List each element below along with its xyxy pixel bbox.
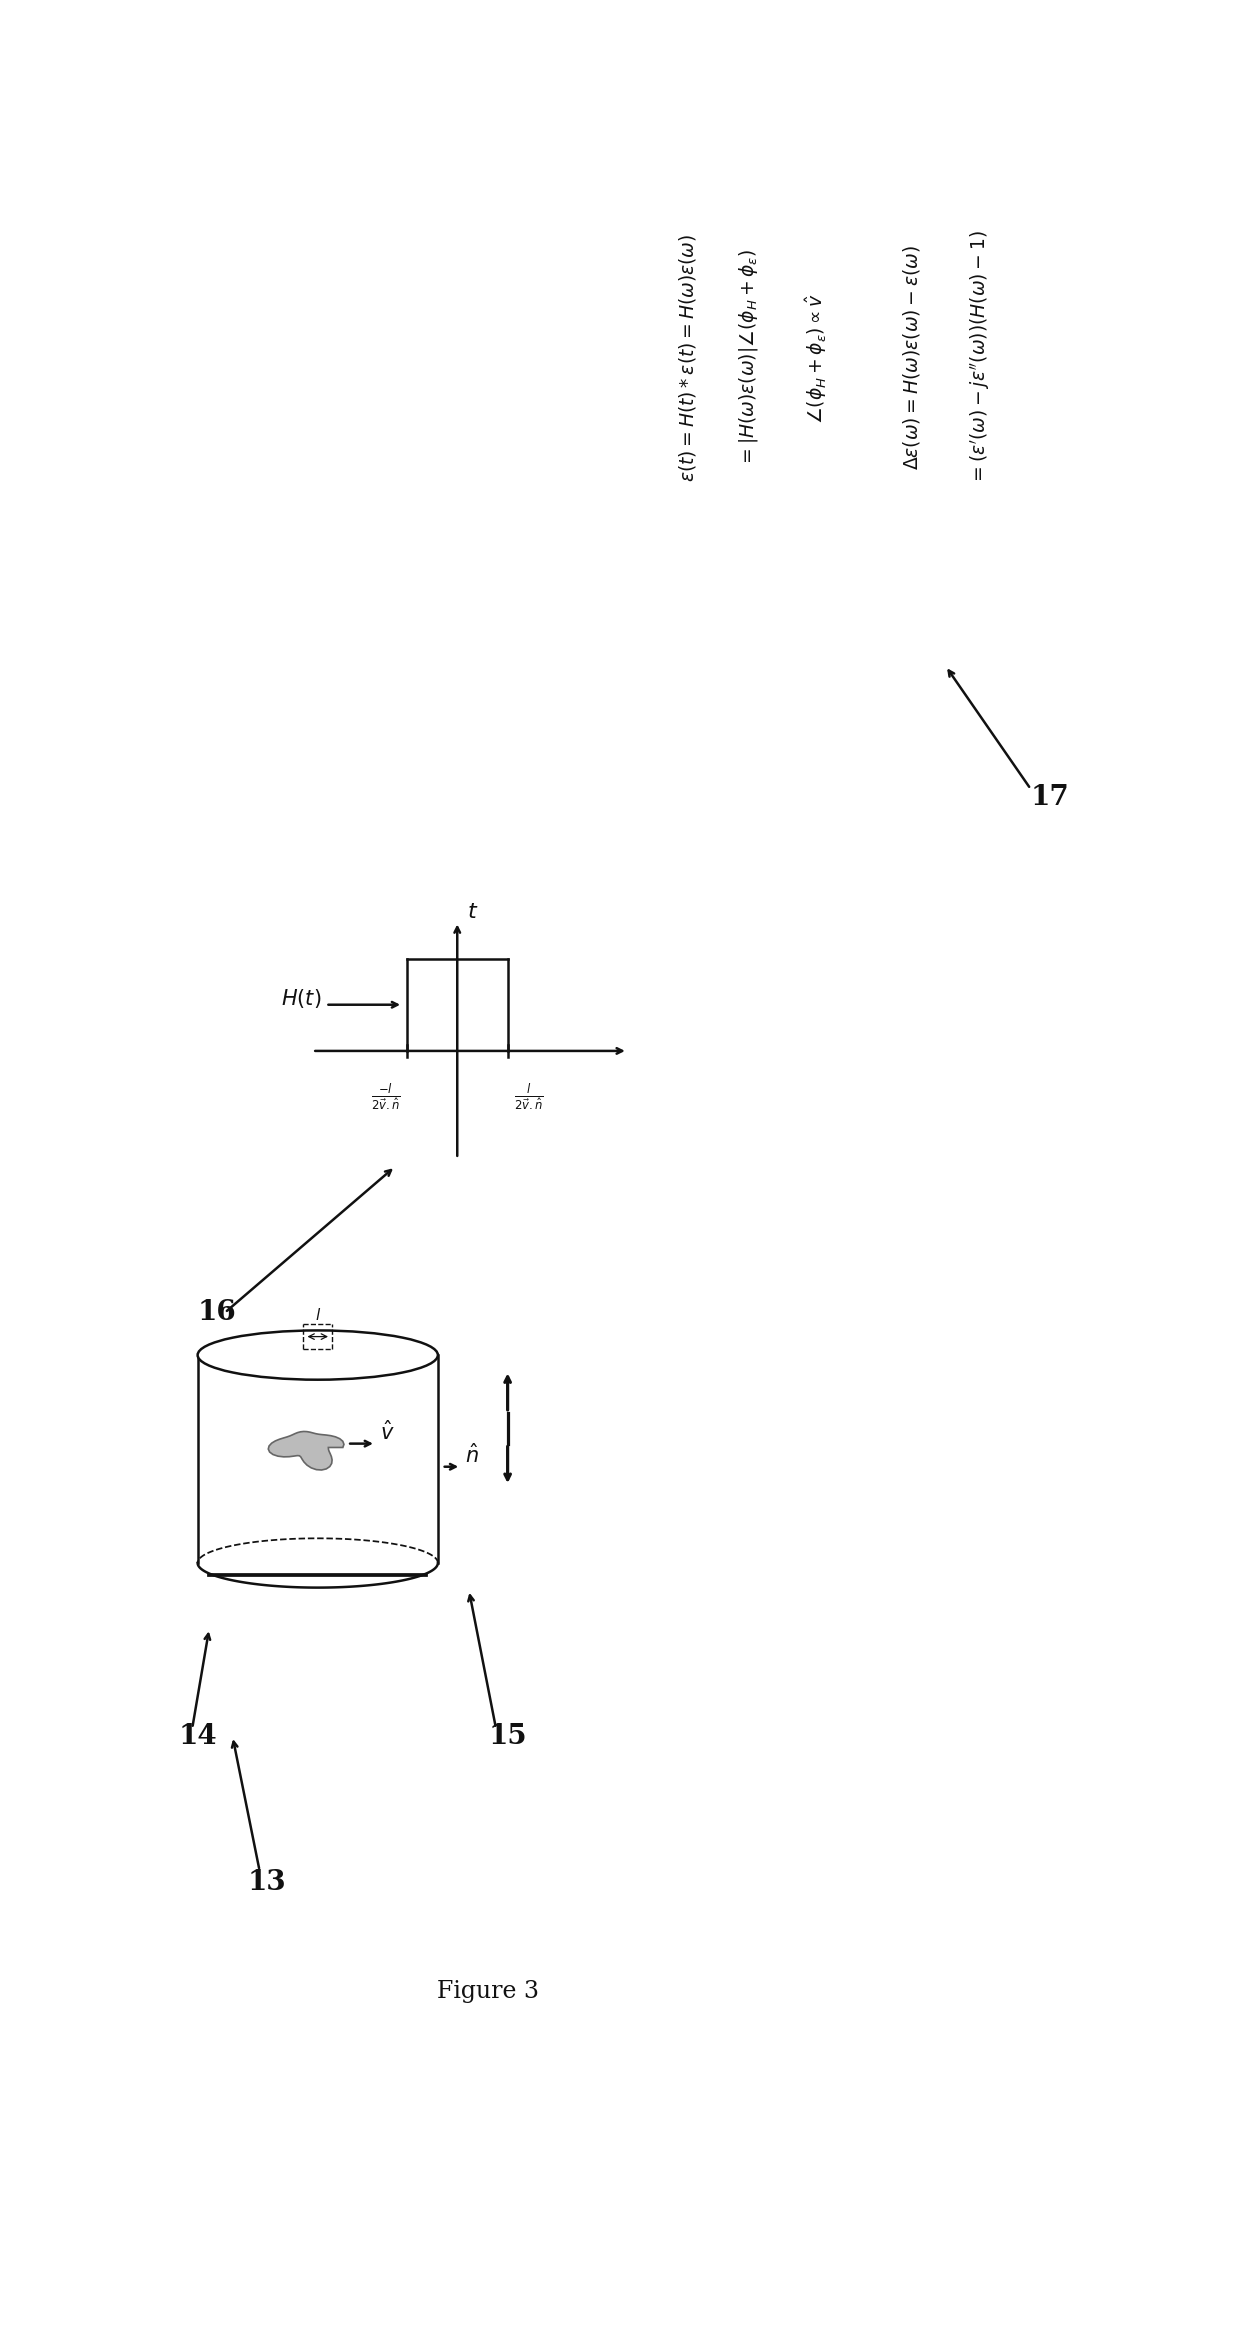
- Text: $\frac{l}{2\vec{v}.\hat{n}}$: $\frac{l}{2\vec{v}.\hat{n}}$: [513, 1082, 543, 1112]
- Text: $\angle(\phi_H + \phi_\epsilon) \propto \hat{v}$: $\angle(\phi_H + \phi_\epsilon) \propto …: [804, 293, 830, 424]
- Text: $\hat{v}$: $\hat{v}$: [379, 1421, 394, 1444]
- Text: 14: 14: [179, 1723, 217, 1751]
- Text: Figure 3: Figure 3: [438, 1980, 539, 2004]
- Text: $\frac{-l}{2\vec{v}.\hat{n}}$: $\frac{-l}{2\vec{v}.\hat{n}}$: [371, 1082, 401, 1112]
- Text: $l$: $l$: [315, 1306, 321, 1323]
- Text: 16: 16: [197, 1299, 237, 1327]
- Text: $\Delta\epsilon(\omega) = H(\omega)\epsilon(\omega) - \epsilon(\omega)$: $\Delta\epsilon(\omega) = H(\omega)\epsi…: [901, 246, 923, 471]
- Text: $= (\epsilon'(\omega) - j\epsilon''(\omega))(H(\omega) - 1)$: $= (\epsilon'(\omega) - j\epsilon''(\ome…: [968, 229, 992, 485]
- Text: 15: 15: [489, 1723, 527, 1751]
- Text: $\epsilon(t) = H(t) * \epsilon(t) = H(\omega)\epsilon(\omega)$: $\epsilon(t) = H(t) * \epsilon(t) = H(\o…: [677, 234, 697, 482]
- Text: $\hat{n}$: $\hat{n}$: [465, 1444, 479, 1468]
- Text: $t$: $t$: [466, 901, 477, 922]
- Text: 13: 13: [248, 1868, 286, 1896]
- Polygon shape: [268, 1430, 343, 1470]
- Text: $= |H(\omega)\epsilon(\omega)|\angle(\phi_H + \phi_\epsilon)$: $= |H(\omega)\epsilon(\omega)|\angle(\ph…: [737, 248, 759, 466]
- Ellipse shape: [197, 1330, 438, 1379]
- Text: 17: 17: [1030, 784, 1069, 810]
- Text: $H(t)$: $H(t)$: [281, 986, 321, 1009]
